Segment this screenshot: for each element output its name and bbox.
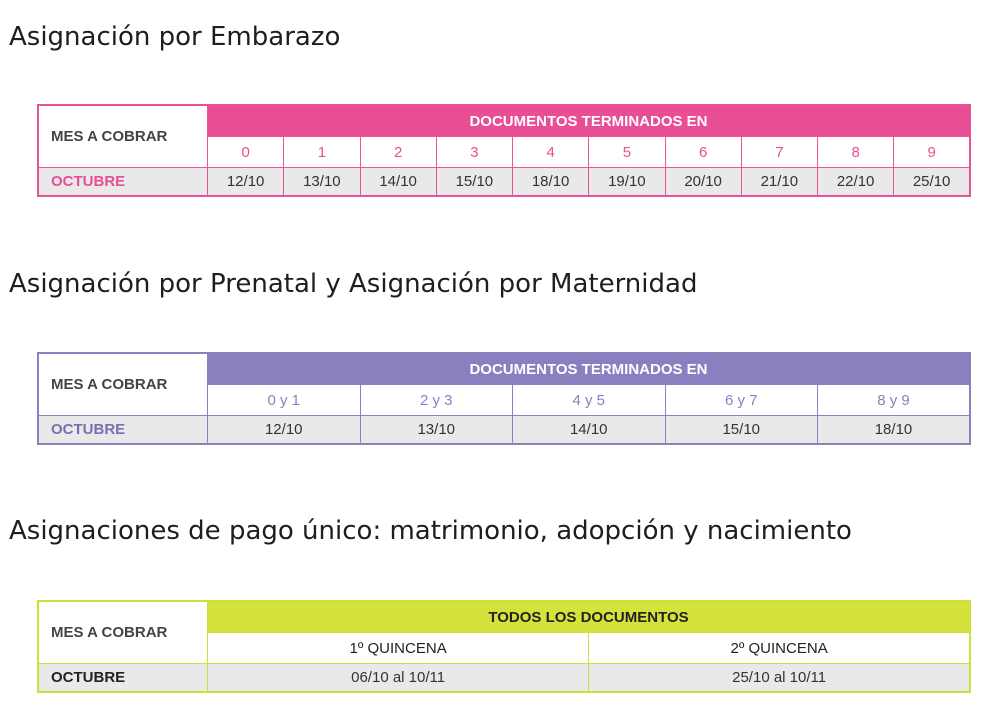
section-title-pago-unico: Asignaciones de pago único: matrimonio, … [9,516,852,546]
date-range-cell: 25/10 al 10/11 [588,663,971,693]
table-header: DOCUMENTOS TERMINADOS EN [207,352,971,385]
month-label: OCTUBRE [37,167,208,197]
mes-a-cobrar-label: MES A COBRAR [37,600,208,664]
date-cell: 14/10 [359,167,437,197]
column-digit: 7 [740,136,819,168]
date-cell: 12/10 [207,415,361,445]
mes-a-cobrar-label: MES A COBRAR [37,104,208,168]
date-cell: 14/10 [512,415,666,445]
section-title-embarazo: Asignación por Embarazo [9,22,341,52]
table-prenatal-maternidad: MES A COBRAR DOCUMENTOS TERMINADOS EN 0 … [37,352,971,445]
table-header: TODOS LOS DOCUMENTOS [207,600,971,633]
column-digit: 4 y 5 [512,384,666,416]
column-digit: 1 [283,136,361,168]
month-label: OCTUBRE [37,415,208,445]
date-cell: 21/10 [740,167,819,197]
date-cell: 20/10 [664,167,742,197]
date-cell: 13/10 [283,167,361,197]
column-digit: 8 y 9 [817,384,971,416]
column-digit: 6 [664,136,742,168]
column-quincena: 1º QUINCENA [206,632,590,664]
column-digit: 0 y 1 [207,384,361,416]
column-digit: 4 [511,136,590,168]
date-cell: 13/10 [359,415,513,445]
date-cell: 15/10 [664,415,818,445]
table-header: DOCUMENTOS TERMINADOS EN [207,104,971,137]
mes-a-cobrar-label: MES A COBRAR [37,352,208,416]
date-cell: 22/10 [816,167,895,197]
month-label: OCTUBRE [37,663,208,693]
date-cell: 12/10 [206,167,285,197]
date-cell: 15/10 [435,167,514,197]
column-digit: 8 [816,136,895,168]
column-digit: 0 [206,136,285,168]
date-cell: 18/10 [817,415,971,445]
column-digit: 9 [893,136,971,168]
column-digit: 2 [359,136,437,168]
table-pago-unico: MES A COBRAR TODOS LOS DOCUMENTOS 1º QUI… [37,600,971,693]
date-cell: 18/10 [511,167,590,197]
column-digit: 3 [435,136,514,168]
table-embarazo: MES A COBRAR DOCUMENTOS TERMINADOS EN 0 … [37,104,971,197]
date-range-cell: 06/10 al 10/11 [206,663,590,693]
date-cell: 19/10 [588,167,666,197]
column-digit: 6 y 7 [664,384,818,416]
column-quincena: 2º QUINCENA [588,632,971,664]
section-title-prenatal-maternidad: Asignación por Prenatal y Asignación por… [9,269,698,299]
column-digit: 5 [588,136,666,168]
column-digit: 2 y 3 [359,384,513,416]
date-cell: 25/10 [893,167,971,197]
